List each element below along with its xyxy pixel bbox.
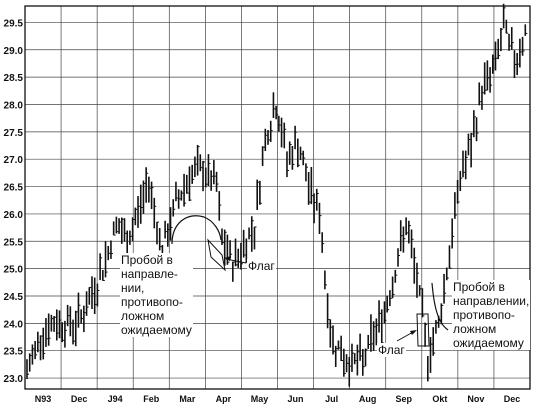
annotation-line: противопо- [121, 295, 183, 309]
y-tick-label: 27.0 [4, 155, 24, 166]
x-tick-label: Nov [467, 394, 484, 404]
flag-pattern-1 [207, 238, 226, 272]
x-tick-label: Jun [288, 394, 304, 404]
chart-overlay [171, 215, 449, 347]
price-bars [26, 3, 528, 387]
flag-arrow-2-head [410, 330, 417, 335]
x-tick-label: Sep [395, 394, 412, 404]
annotation-line: направлении, [453, 294, 530, 308]
annotation-line: Пробой в [453, 280, 505, 294]
x-tick-label: May [251, 394, 269, 404]
y-tick-label: 23.0 [4, 374, 24, 385]
x-tick-label: Okt [432, 394, 447, 404]
flag-pattern-2 [416, 313, 430, 347]
y-tick-label: 26.5 [4, 183, 24, 194]
y-tick-label: 26.0 [4, 210, 24, 221]
y-tick-label: 28.0 [4, 100, 24, 111]
y-tick-label: 25.0 [4, 265, 24, 276]
y-tick-label: 25.5 [4, 237, 24, 248]
annotation-line: направле- [121, 267, 178, 281]
x-tick-label: Mar [179, 394, 196, 404]
annotation-breakout-2: Пробой в направлении, противопо-ложном ожид… [452, 280, 531, 350]
x-tick-label: J94 [108, 394, 123, 404]
annotation-line: ожидаемому [121, 323, 192, 337]
y-tick-label: 29.0 [4, 46, 24, 57]
x-tick-label: Apr [216, 394, 232, 404]
annotation-line: противопо- [453, 308, 515, 322]
y-tick-label: 28.5 [4, 73, 24, 84]
y-tick-label: 27.5 [4, 128, 24, 139]
x-tick-label: Dec [71, 394, 88, 404]
y-tick-label: 23.5 [4, 347, 24, 358]
x-tick-label: Dec [504, 394, 521, 404]
annotation-line: ложном [453, 322, 497, 336]
annotation-breakout-1: Пробой в направле-нии, противопо-ложном ожи… [120, 253, 193, 337]
y-tick-label: 24.0 [4, 319, 24, 330]
annotation-line: Пробой в [121, 253, 173, 267]
annotation-flag-2: Флаг [377, 343, 406, 357]
x-tick-label: Jul [325, 394, 338, 404]
annotation-line: ожидаемому [453, 336, 524, 350]
x-tick-label: N93 [35, 394, 52, 404]
x-tick-label: Aug [359, 394, 377, 404]
breakout-arc-2 [431, 282, 449, 331]
x-tick-label: Feb [143, 394, 160, 404]
y-tick-label: 24.5 [4, 292, 24, 303]
y-tick-label: 29.5 [4, 18, 24, 29]
plot-frame [24, 5, 531, 390]
annotation-flag-1: Флаг [247, 259, 276, 273]
chart-axes: 23.0 23.5 24.0 24.5 25.0 25.5 26.0 26.5 27.0 27.5… [4, 5, 531, 404]
annotation-line: нии, [121, 281, 145, 295]
annotation-line: ложном [121, 309, 165, 323]
chart-grid [25, 6, 530, 389]
breakout-arc-1 [171, 215, 222, 245]
flag-arrow-1-head [224, 256, 231, 261]
